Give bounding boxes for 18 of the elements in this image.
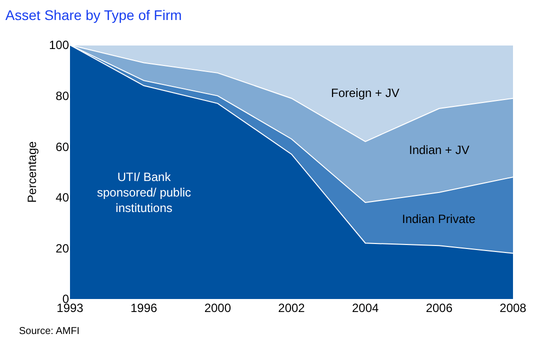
y-tick-label: 100 — [48, 38, 70, 52]
series-label: UTI/ Bank sponsored/ public institutions — [97, 170, 192, 216]
x-tick-label: 2004 — [352, 301, 379, 315]
y-tick-label: 60 — [56, 140, 70, 154]
source-note: Source: AMFI — [19, 326, 80, 337]
x-tick-label: 2008 — [500, 301, 527, 315]
series-label: Indian + JV — [409, 143, 470, 157]
x-tick-label: 2006 — [426, 301, 453, 315]
y-tick-label: 20 — [56, 241, 70, 256]
y-tick-label: 40 — [56, 190, 70, 205]
series-label: Foreign + JV — [331, 86, 400, 100]
x-tick-label: 1996 — [130, 301, 158, 315]
chart-title: Asset Share by Type of Firm — [5, 7, 182, 24]
y-axis-title: Percentage — [25, 140, 39, 203]
y-tick-label: 80 — [56, 89, 70, 103]
x-tick-label: 2000 — [204, 301, 232, 315]
series-label: Indian Private — [402, 212, 476, 226]
x-tick-label: 2002 — [278, 301, 306, 315]
